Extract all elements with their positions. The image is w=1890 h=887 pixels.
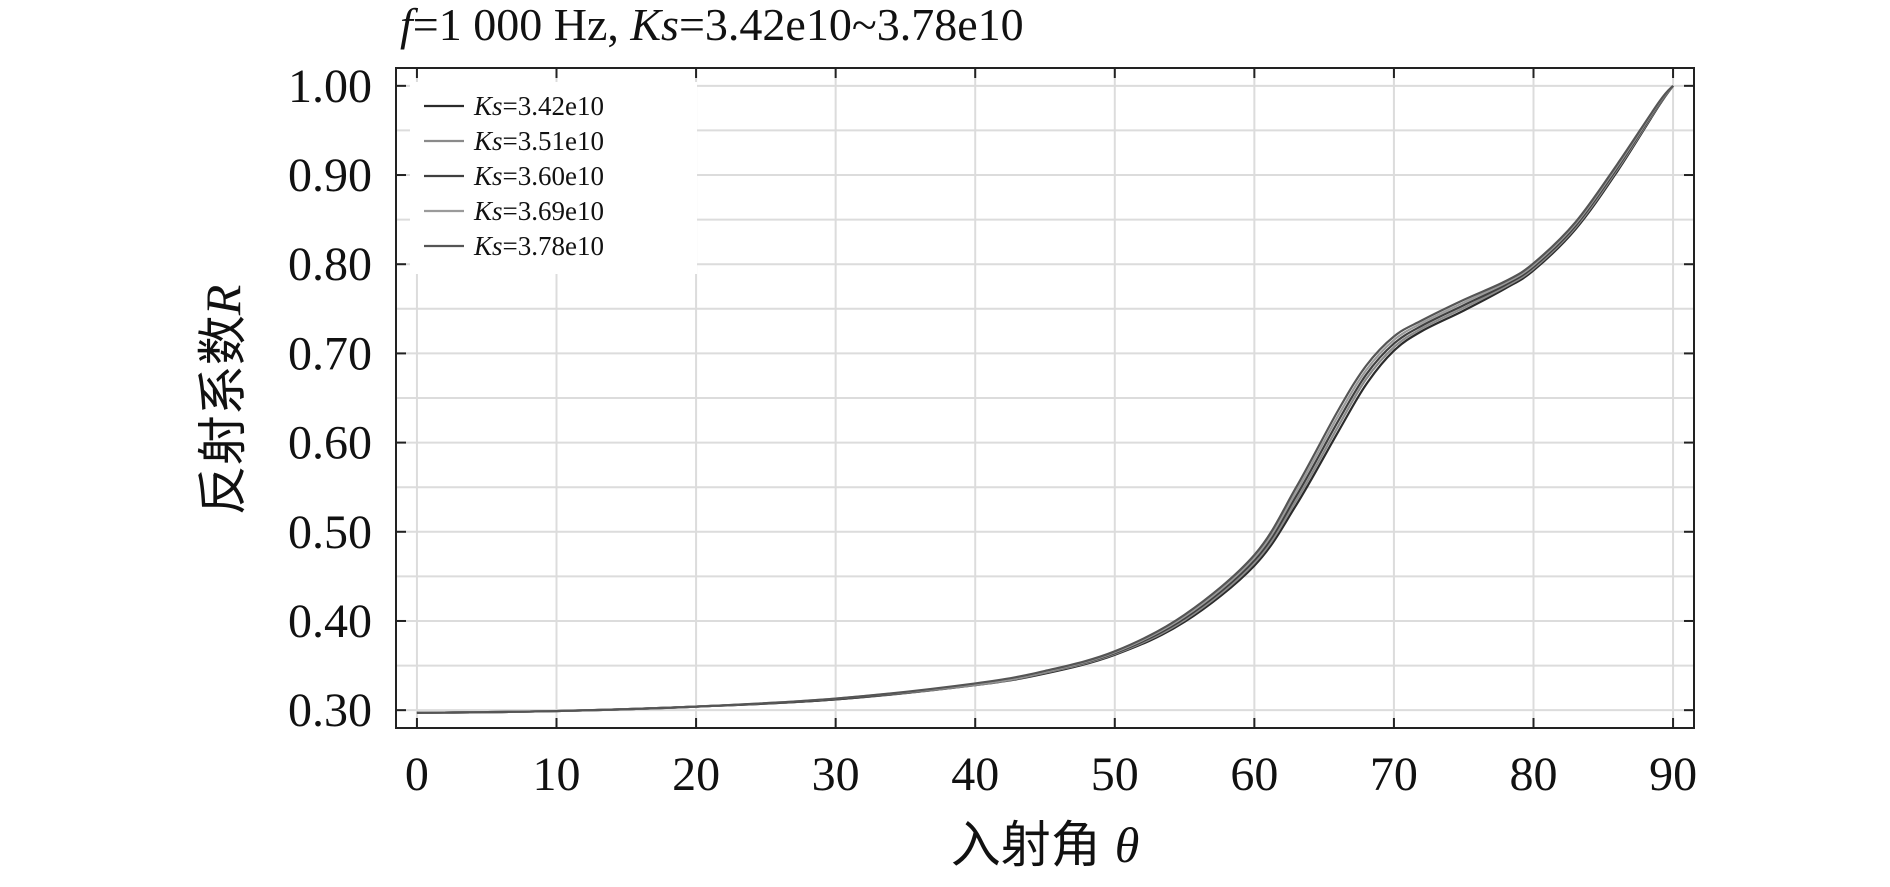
title-main: =1 000 Hz, bbox=[413, 0, 631, 50]
y-tick-label-6: 0.90 bbox=[288, 149, 372, 202]
x-axis-label: 入射角 θ bbox=[951, 817, 1140, 873]
x-tick-label-9: 90 bbox=[1649, 748, 1697, 801]
y-axis-label-text: 反射系数 bbox=[195, 315, 251, 515]
title-ks: Ks bbox=[629, 0, 679, 50]
y-tick-label-7: 1.00 bbox=[288, 60, 372, 113]
x-tick-label-5: 50 bbox=[1091, 748, 1139, 801]
axis-ticks: 0 10 20 30 40 50 60 70 80 90 0.30 0.40 0.50 0.60 0.70 0… bbox=[288, 60, 1697, 801]
legend-entry-1: Ks=3.51e10 bbox=[473, 126, 604, 156]
x-tick-label-1: 10 bbox=[533, 748, 581, 801]
x-tick-label-0: 0 bbox=[405, 748, 429, 801]
legend-entry-4: Ks=3.78e10 bbox=[473, 231, 604, 261]
legend-entry-0: Ks=3.42e10 bbox=[473, 91, 604, 121]
series-line-4 bbox=[416, 85, 1674, 714]
y-axis-label-symbol: R bbox=[195, 285, 251, 317]
legend-prefix-2: Ks bbox=[473, 161, 503, 191]
y-tick-label-4: 0.70 bbox=[288, 327, 372, 380]
y-axis-label: 反射系数R bbox=[195, 285, 251, 516]
legend-prefix-0: Ks bbox=[473, 91, 503, 121]
legend-label-4: =3.78e10 bbox=[503, 231, 604, 261]
legend-background bbox=[410, 82, 697, 274]
legend-label-1: =3.51e10 bbox=[503, 126, 604, 156]
y-tick-label-5: 0.80 bbox=[288, 238, 372, 291]
x-tick-label-8: 80 bbox=[1509, 748, 1557, 801]
chart-title: f=1 000 Hz, Ks=3.42e10~3.78e10 bbox=[400, 0, 1024, 50]
y-tick-label-3: 0.60 bbox=[288, 417, 372, 470]
y-tick-label-2: 0.50 bbox=[288, 506, 372, 559]
x-tick-label-6: 60 bbox=[1230, 748, 1278, 801]
title-suffix: =3.42e10~3.78e10 bbox=[679, 0, 1024, 50]
legend-prefix-1: Ks bbox=[473, 126, 503, 156]
legend-entry-2: Ks=3.60e10 bbox=[473, 161, 604, 191]
legend-label-3: =3.69e10 bbox=[503, 196, 604, 226]
legend-prefix-3: Ks bbox=[473, 196, 503, 226]
legend: Ks=3.42e10Ks=3.51e10Ks=3.60e10Ks=3.69e10… bbox=[424, 91, 604, 261]
x-tick-label-4: 40 bbox=[951, 748, 999, 801]
x-axis-label-symbol: θ bbox=[1115, 817, 1140, 873]
x-tick-label-2: 20 bbox=[672, 748, 720, 801]
legend-label-2: =3.60e10 bbox=[503, 161, 604, 191]
x-tick-label-3: 30 bbox=[812, 748, 860, 801]
series-lines bbox=[416, 85, 1674, 714]
x-tick-label-7: 70 bbox=[1370, 748, 1418, 801]
x-axis-label-text: 入射角 bbox=[951, 817, 1101, 873]
y-tick-label-1: 0.40 bbox=[288, 595, 372, 648]
plot-frame bbox=[395, 67, 1695, 729]
legend-label-0: =3.42e10 bbox=[503, 91, 604, 121]
legend-entry-3: Ks=3.69e10 bbox=[473, 196, 604, 226]
legend-prefix-4: Ks bbox=[473, 231, 503, 261]
y-tick-label-0: 0.30 bbox=[288, 684, 372, 737]
